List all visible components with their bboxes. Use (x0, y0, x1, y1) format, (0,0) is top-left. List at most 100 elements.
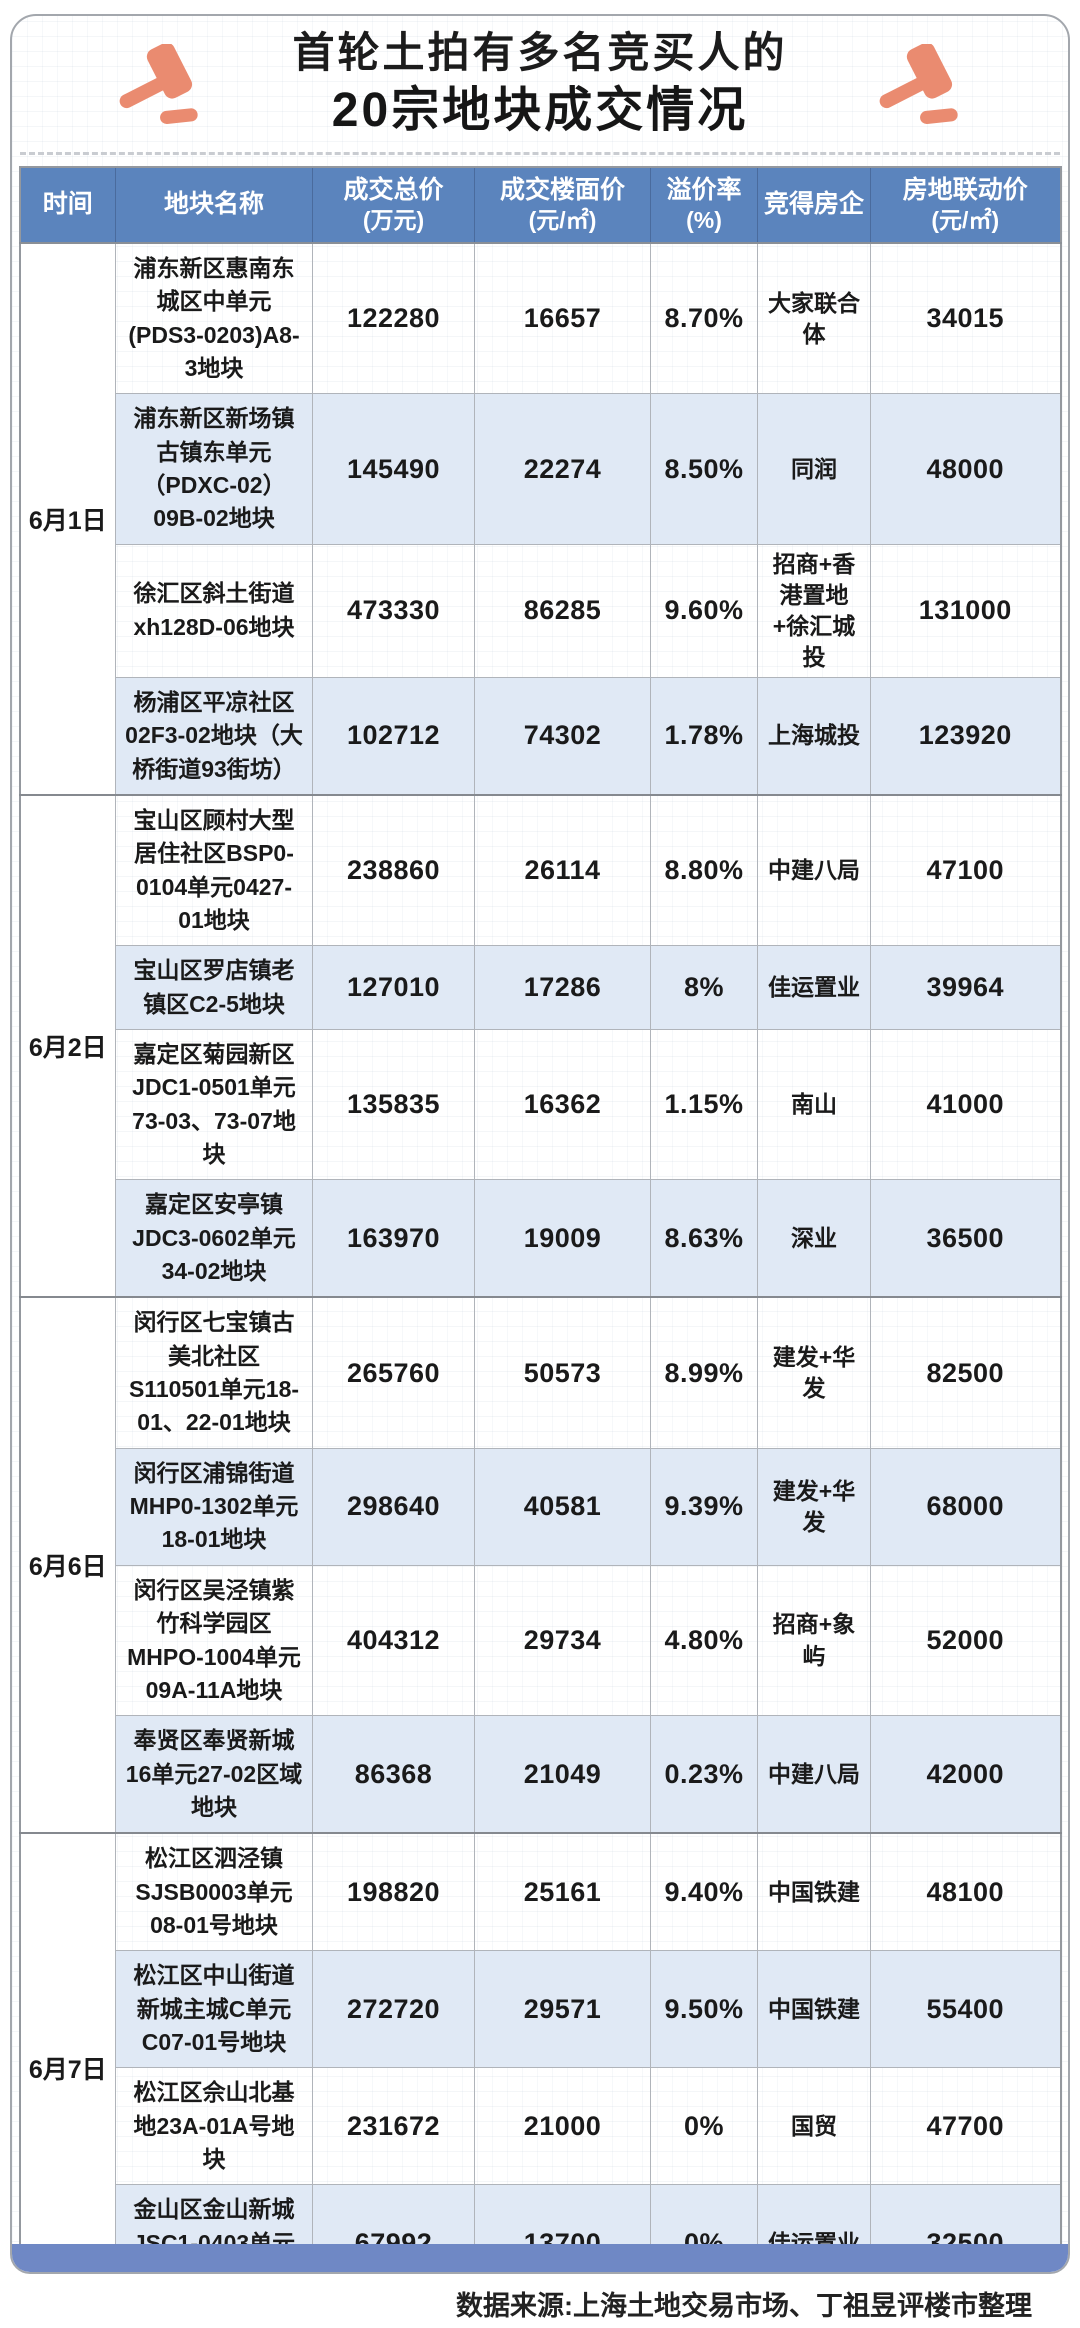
data-source: 数据来源:上海土地交易市场、丁祖昱评楼市整理 (0, 2284, 1080, 2323)
winner-cell: 建发+华发 (757, 1447, 871, 1566)
date-cell: 6月6日 (19, 1296, 116, 1834)
winner-cell: 大家联合体 (757, 241, 871, 395)
linkage-price-cell: 131000 (870, 543, 1061, 678)
table-row: 杨浦区平凉社区02F3-02地块（大桥街道93街坊） 102712 74302 1.7… (20, 676, 1061, 796)
premium-rate-cell: 8.99% (650, 1296, 758, 1449)
floor-price-cell: 29734 (474, 1564, 651, 1717)
premium-rate-cell: 0.23% (650, 1715, 758, 1834)
header-label: 成交楼面价 (499, 175, 625, 204)
total-price-cell: 102712 (312, 676, 475, 796)
plot-name-cell: 杨浦区平凉社区02F3-02地块（大桥街道93街坊） (115, 676, 313, 796)
land-auction-table: 时间 地块名称 成交总价 (万元) 成交楼面价 (元/㎡) 溢价率 (%) 竞得房企 房地联动价 (… (18, 165, 1062, 2272)
linkage-price-cell: 47700 (870, 2067, 1061, 2186)
plot-name-cell: 奉贤区奉贤新城16单元27-02区域地块 (115, 1715, 313, 1834)
header-label: 时间 (42, 190, 93, 219)
table-row: 6月2日 宝山区顾村大型居住社区BSP0-0104单元0427-01地块 23886… (19, 793, 1061, 1298)
plot-name-cell: 闵行区吴泾镇紫竹科学园区MHPO-1004单元09A-11A地块 (115, 1564, 313, 1717)
premium-rate-cell: 9.50% (650, 1950, 758, 2069)
plot-name-cell: 浦东新区新场镇古镇东单元（PDXC-02）09B-02地块 (115, 393, 313, 545)
table-row: 嘉定区安亭镇JDC3-0602单元34-02地块 163970 19009 8.63%… (20, 1179, 1061, 1298)
premium-rate-cell: 8.50% (650, 393, 758, 545)
floor-price-cell: 21049 (474, 1715, 651, 1834)
winner-cell: 中国铁建 (757, 1832, 871, 1952)
winner-cell: 上海城投 (757, 676, 871, 796)
total-price-cell: 238860 (312, 793, 475, 947)
winner-cell: 南山 (757, 1029, 871, 1181)
total-price-cell: 127010 (312, 945, 475, 1031)
header-unit: (%) (686, 207, 722, 234)
floor-price-cell: 25161 (474, 1832, 651, 1952)
header-unit: (万元) (362, 207, 425, 234)
total-price-cell: 231672 (312, 2067, 475, 2186)
header-label: 竞得房企 (763, 190, 864, 219)
linkage-price-cell: 36500 (870, 1179, 1061, 1298)
winner-cell: 建发+华发 (757, 1296, 871, 1449)
header-cell-floor_price: 成交楼面价 (元/㎡) (474, 166, 651, 244)
premium-rate-cell: 1.78% (650, 676, 758, 796)
plot-name-cell: 嘉定区安亭镇JDC3-0602单元34-02地块 (115, 1179, 313, 1298)
header-cell-linkage_price: 房地联动价 (元/㎡) (870, 166, 1061, 244)
floor-price-cell: 17286 (474, 945, 651, 1031)
header-cell-winner: 竞得房企 (757, 166, 871, 244)
page-title-line1: 首轮土拍有多名竞买人的 (292, 29, 788, 76)
header-label: 地块名称 (163, 190, 264, 219)
premium-rate-cell: 9.60% (650, 543, 758, 678)
total-price-cell: 404312 (312, 1564, 475, 1717)
date-cell: 6月1日 (19, 241, 116, 796)
floor-price-cell: 29571 (474, 1950, 651, 2069)
dashed-divider (20, 151, 1060, 155)
total-price-cell: 473330 (312, 543, 475, 678)
winner-cell: 同润 (757, 393, 871, 545)
total-price-cell: 135835 (312, 1029, 475, 1181)
plot-name-cell: 宝山区顾村大型居住社区BSP0-0104单元0427-01地块 (115, 793, 313, 947)
header-label: 成交总价 (343, 175, 444, 204)
floor-price-cell: 16362 (474, 1029, 651, 1181)
header-label: 溢价率 (666, 175, 742, 204)
floor-price-cell: 50573 (474, 1296, 651, 1449)
linkage-price-cell: 34015 (870, 241, 1061, 395)
header-cell-plot_name: 地块名称 (115, 166, 313, 244)
linkage-price-cell: 39964 (870, 945, 1061, 1031)
plot-name-cell: 松江区中山街道新城主城C单元C07-01号地块 (115, 1950, 313, 2069)
table-row: 松江区佘山北基地23A-01A号地块 231672 21000 0% 国贸 47700 (20, 2067, 1061, 2186)
premium-rate-cell: 0% (650, 2067, 758, 2186)
total-price-cell: 145490 (312, 393, 475, 545)
plot-name-cell: 闵行区浦锦街道MHP0-1302单元18-01地块 (115, 1447, 313, 1566)
linkage-price-cell: 42000 (870, 1715, 1061, 1834)
premium-rate-cell: 9.40% (650, 1832, 758, 1952)
linkage-price-cell: 52000 (870, 1564, 1061, 1717)
linkage-price-cell: 82500 (870, 1296, 1061, 1449)
linkage-price-cell: 41000 (870, 1029, 1061, 1181)
table-row: 松江区中山街道新城主城C单元C07-01号地块 272720 29571 9.50% 中… (20, 1950, 1061, 2069)
table-row: 奉贤区奉贤新城16单元27-02区域地块 86368 21049 0.23% 中建八局 4… (20, 1715, 1061, 1834)
linkage-price-cell: 48100 (870, 1832, 1061, 1952)
header-unit: (元/㎡) (931, 207, 1000, 234)
floor-price-cell: 22274 (474, 393, 651, 545)
total-price-cell: 272720 (312, 1950, 475, 2069)
premium-rate-cell: 8.63% (650, 1179, 758, 1298)
linkage-price-cell: 47100 (870, 793, 1061, 947)
winner-cell: 中建八局 (757, 793, 871, 947)
linkage-price-cell: 55400 (870, 1950, 1061, 2069)
premium-rate-cell: 8.80% (650, 793, 758, 947)
plot-name-cell: 松江区泗泾镇SJSB0003单元08-01号地块 (115, 1832, 313, 1952)
floor-price-cell: 21000 (474, 2067, 651, 2186)
plot-name-cell: 嘉定区菊园新区JDC1-0501单元73-03、73-07地块 (115, 1029, 313, 1181)
table-header: 时间 地块名称 成交总价 (万元) 成交楼面价 (元/㎡) 溢价率 (%) 竞得房企 房地联动价 (… (19, 166, 1061, 244)
premium-rate-cell: 4.80% (650, 1564, 758, 1717)
table-row: 6月6日 闵行区七宝镇古美北社区S110501单元18-01、22-01地块 265… (19, 1296, 1061, 1834)
plot-name-cell: 松江区佘山北基地23A-01A号地块 (115, 2067, 313, 2186)
table-row: 6月1日 浦东新区惠南东城区中单元(PDS3-0203)A8-3地块 122280 1… (19, 241, 1061, 796)
premium-rate-cell: 8.70% (650, 241, 758, 395)
header-label: 房地联动价 (902, 175, 1028, 204)
plot-name-cell: 徐汇区斜土街道xh128D-06地块 (115, 543, 313, 678)
header-cell-premium_rate: 溢价率 (%) (650, 166, 758, 244)
header-unit: (元/㎡) (528, 207, 597, 234)
total-price-cell: 198820 (312, 1832, 475, 1952)
total-price-cell: 122280 (312, 241, 475, 395)
winner-cell: 招商+象屿 (757, 1564, 871, 1717)
total-price-cell: 163970 (312, 1179, 475, 1298)
bottom-bar (12, 2244, 1068, 2272)
table-row: 宝山区罗店镇老镇区C2-5地块 127010 17286 8% 佳运置业 39964 (20, 945, 1061, 1031)
